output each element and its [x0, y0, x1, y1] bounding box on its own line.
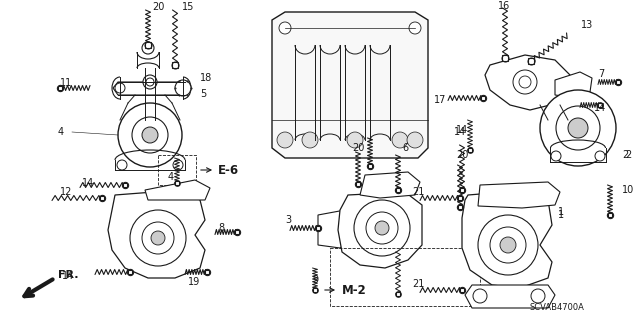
- Polygon shape: [108, 190, 205, 278]
- Circle shape: [279, 22, 291, 34]
- Polygon shape: [272, 12, 428, 158]
- Circle shape: [302, 132, 318, 148]
- Circle shape: [354, 200, 410, 256]
- Circle shape: [473, 289, 487, 303]
- Circle shape: [347, 132, 363, 148]
- Text: 5: 5: [200, 89, 206, 99]
- Circle shape: [151, 231, 165, 245]
- Polygon shape: [478, 182, 560, 208]
- Circle shape: [118, 103, 182, 167]
- Circle shape: [392, 132, 408, 148]
- Circle shape: [178, 83, 188, 93]
- Text: 19: 19: [188, 277, 200, 287]
- Text: 9: 9: [312, 275, 318, 285]
- Text: 8: 8: [218, 223, 224, 233]
- Text: 4: 4: [58, 127, 64, 137]
- Polygon shape: [145, 180, 210, 200]
- Text: 6: 6: [402, 143, 408, 153]
- Circle shape: [500, 237, 516, 253]
- Circle shape: [409, 22, 421, 34]
- Text: 18: 18: [200, 73, 212, 83]
- Text: 20: 20: [352, 143, 364, 153]
- Text: FR.: FR.: [58, 270, 79, 280]
- Circle shape: [142, 127, 158, 143]
- Text: 14: 14: [454, 127, 467, 137]
- Circle shape: [175, 80, 191, 96]
- Circle shape: [490, 227, 526, 263]
- Polygon shape: [113, 82, 190, 95]
- Text: 14: 14: [62, 271, 74, 281]
- Text: 20: 20: [152, 2, 164, 12]
- Circle shape: [115, 83, 125, 93]
- Circle shape: [117, 160, 127, 170]
- Circle shape: [132, 117, 168, 153]
- Circle shape: [277, 132, 293, 148]
- Circle shape: [513, 70, 537, 94]
- Circle shape: [375, 221, 389, 235]
- Text: E-6: E-6: [218, 164, 239, 176]
- Text: 14: 14: [82, 178, 94, 188]
- Circle shape: [531, 289, 545, 303]
- Circle shape: [366, 212, 398, 244]
- Circle shape: [519, 76, 531, 88]
- Text: 12: 12: [60, 187, 72, 197]
- Text: 21: 21: [412, 187, 424, 197]
- Polygon shape: [485, 55, 570, 110]
- Circle shape: [142, 42, 154, 54]
- Circle shape: [595, 151, 605, 161]
- Text: 4: 4: [168, 172, 174, 182]
- Bar: [330, 248, 480, 306]
- Text: 11: 11: [60, 78, 72, 88]
- Polygon shape: [555, 72, 592, 98]
- Circle shape: [478, 215, 538, 275]
- Circle shape: [173, 160, 183, 170]
- Text: 14: 14: [594, 103, 606, 113]
- Circle shape: [146, 78, 154, 86]
- Text: M-2: M-2: [342, 284, 367, 296]
- Text: 3: 3: [285, 215, 291, 225]
- Text: 2: 2: [622, 150, 628, 160]
- Text: 7: 7: [598, 69, 604, 79]
- Text: 13: 13: [581, 20, 593, 30]
- Bar: [158, 155, 196, 185]
- Text: SCVAB4700A: SCVAB4700A: [530, 303, 585, 313]
- Circle shape: [143, 75, 157, 89]
- Text: 2: 2: [625, 150, 631, 160]
- Circle shape: [551, 151, 561, 161]
- Polygon shape: [462, 190, 552, 288]
- Text: 16: 16: [498, 1, 510, 11]
- Circle shape: [130, 210, 186, 266]
- Text: 15: 15: [182, 2, 195, 12]
- Circle shape: [142, 222, 174, 254]
- Polygon shape: [318, 210, 352, 248]
- Text: 20: 20: [456, 150, 468, 160]
- Text: 14: 14: [456, 125, 468, 135]
- Circle shape: [407, 132, 423, 148]
- Text: 10: 10: [622, 185, 634, 195]
- Polygon shape: [465, 285, 555, 308]
- Text: 1: 1: [558, 210, 564, 220]
- Circle shape: [568, 118, 588, 138]
- Circle shape: [540, 90, 616, 166]
- Polygon shape: [360, 172, 420, 198]
- Polygon shape: [338, 192, 422, 268]
- Text: 21: 21: [412, 279, 424, 289]
- Text: 1: 1: [558, 207, 564, 217]
- Circle shape: [556, 106, 600, 150]
- Text: 17: 17: [434, 95, 446, 105]
